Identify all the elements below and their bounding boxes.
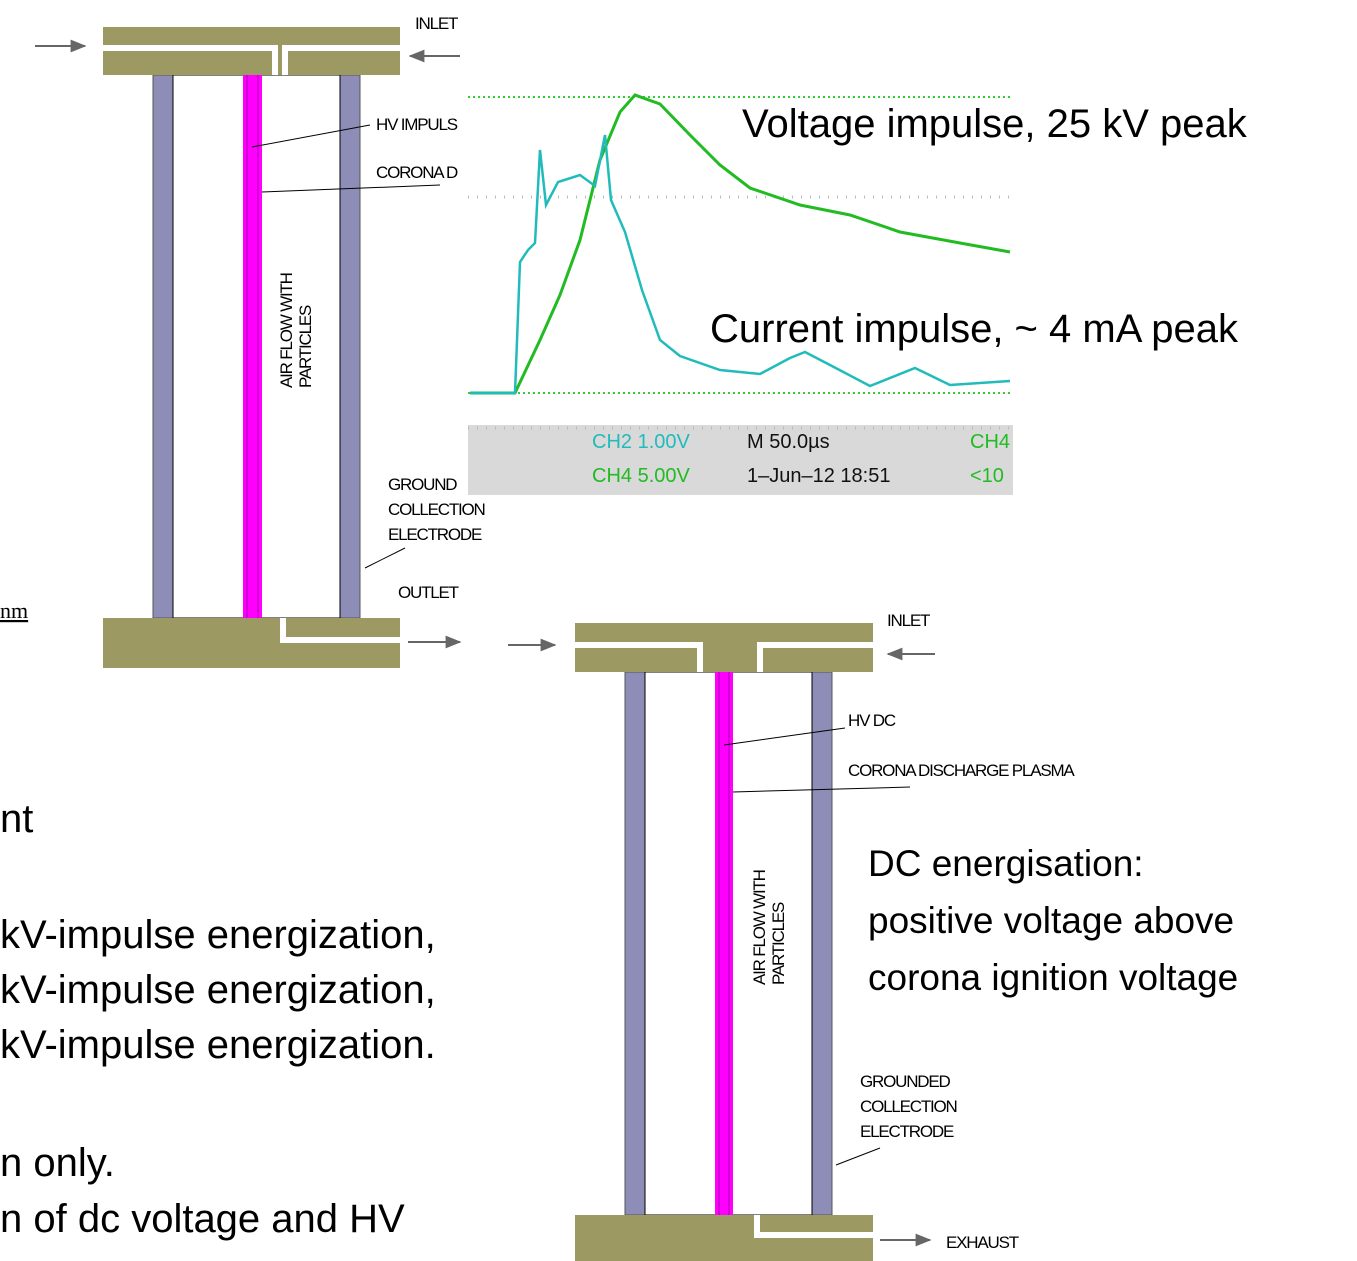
- label: ELECTRODE: [388, 525, 482, 544]
- label: AIR FLOW WITH: [277, 273, 296, 388]
- text-line: positive voltage above: [868, 900, 1234, 941]
- scope-status: CH4: [970, 431, 1010, 453]
- text-line: kV-impulse energization.: [0, 1023, 436, 1067]
- label: CORONA D: [376, 163, 458, 182]
- text-line: n only.: [0, 1141, 115, 1185]
- text-line: nt: [0, 797, 33, 841]
- scope: CH2 1.00V M 50.0µs CH4 CH4 5.00V 1–Jun–1…: [468, 80, 1013, 495]
- label: HV DC: [848, 711, 896, 730]
- label: HV IMPULS: [376, 115, 458, 134]
- label: PARTICLES: [296, 305, 315, 388]
- text-line: kV-impulse energization,: [0, 913, 436, 957]
- label: OUTLET: [398, 583, 459, 602]
- label: nm: [0, 598, 28, 623]
- left-text: nt kV-impulse energization, kV-impulse e…: [0, 797, 436, 1241]
- top-reactor: INLET HV IMPULS CORONA D AIR FLOW WITH P…: [0, 14, 486, 668]
- bottom-reactor: INLET HV DC CORONA DISCHARGE PLASMA AIR …: [508, 611, 1077, 1261]
- scope-status: 1–Jun–12 18:51: [747, 465, 890, 487]
- text-line: corona ignition voltage: [868, 957, 1238, 998]
- label: GROUND: [388, 475, 457, 494]
- label: INLET: [887, 611, 930, 630]
- label: GROUNDED: [860, 1072, 950, 1091]
- scope-status: M 50.0µs: [747, 431, 830, 453]
- text-line: n of dc voltage and HV: [0, 1197, 405, 1241]
- label: ELECTRODE: [860, 1122, 954, 1141]
- scope-label: Current impulse, ~ 4 mA peak: [710, 307, 1239, 351]
- scope-status: CH2 1.00V: [592, 431, 690, 453]
- label: AIR FLOW WITH: [750, 870, 769, 985]
- label: EXHAUST: [946, 1233, 1019, 1252]
- scope-label: Voltage impulse, 25 kV peak: [742, 102, 1248, 146]
- dc-note: DC energisation: positive voltage above …: [868, 843, 1238, 998]
- text-line: DC energisation:: [868, 843, 1144, 884]
- label: COLLECTION: [388, 500, 485, 519]
- label: CORONA DISCHARGE PLASMA: [848, 761, 1075, 780]
- scope-status: CH4 5.00V: [592, 465, 690, 487]
- label: INLET: [415, 14, 458, 33]
- scope-status: <10: [970, 465, 1004, 487]
- text-line: kV-impulse energization,: [0, 968, 436, 1012]
- label: PARTICLES: [769, 902, 788, 985]
- label: COLLECTION: [860, 1097, 957, 1116]
